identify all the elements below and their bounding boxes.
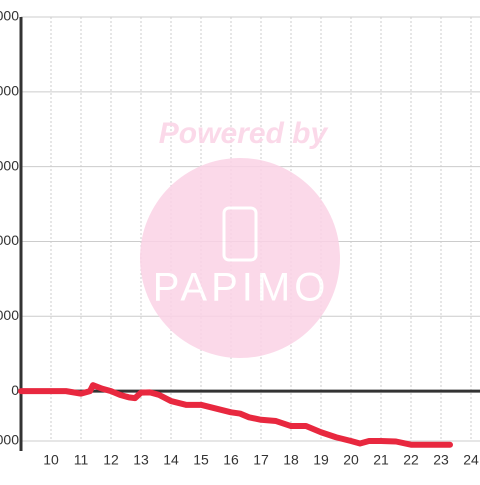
x-tick-label: 18 <box>283 452 299 468</box>
y-tick-label: 60,000 <box>0 232 19 248</box>
watermark-phone <box>222 206 258 262</box>
x-tick-label: 22 <box>403 452 419 468</box>
watermark: Powered by PAPIMO <box>140 117 340 358</box>
plot: -20,000 0 30,000 60,000 90,000 120,000 150,000… <box>0 8 480 468</box>
watermark-text: Powered by <box>159 117 329 150</box>
x-tick-label: 14 <box>163 452 179 468</box>
x-tick-label: 24 <box>463 452 479 468</box>
y-tick-label: 120,000 <box>0 83 19 99</box>
x-tick-label: 19 <box>313 452 329 468</box>
x-tick-label: 17 <box>253 452 269 468</box>
x-tick-label: 13 <box>133 452 149 468</box>
x-tick-label: 20 <box>343 452 359 468</box>
x-tick-label: 21 <box>373 452 389 468</box>
y-tick-label: -20,000 <box>0 432 19 448</box>
x-tick-label: 15 <box>193 452 209 468</box>
x-tick-label: 12 <box>103 452 119 468</box>
watermark-circle <box>140 158 340 358</box>
y-tick-label: 90,000 <box>0 157 19 173</box>
x-tick-label: 11 <box>74 452 89 468</box>
line <box>18 382 453 448</box>
y-tick-label: 30,000 <box>0 307 19 323</box>
watermark-logo: PAPIMO <box>153 266 330 310</box>
x-tick-label: 16 <box>223 452 239 468</box>
y-tick-label: 0 <box>11 382 19 398</box>
x-tick-label: 10 <box>43 452 59 468</box>
y-tick-label: 150,000 <box>0 8 19 24</box>
x-tick-label: 23 <box>433 452 449 468</box>
